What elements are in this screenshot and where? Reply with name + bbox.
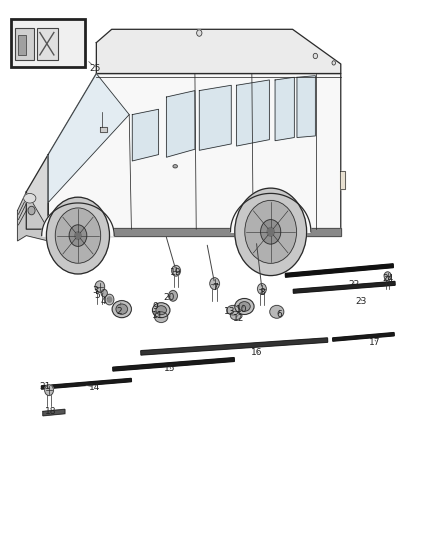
Text: 19: 19 <box>170 269 182 277</box>
Text: 17: 17 <box>369 338 380 346</box>
Polygon shape <box>141 338 328 355</box>
Ellipse shape <box>155 312 168 322</box>
Text: 20: 20 <box>163 293 174 302</box>
Polygon shape <box>230 193 311 232</box>
Ellipse shape <box>239 302 250 311</box>
Circle shape <box>107 297 112 302</box>
Text: 8: 8 <box>259 288 265 296</box>
Circle shape <box>28 206 35 215</box>
Polygon shape <box>285 264 393 277</box>
Polygon shape <box>333 333 394 341</box>
Ellipse shape <box>270 305 284 318</box>
Ellipse shape <box>152 303 170 318</box>
Circle shape <box>169 290 177 301</box>
Polygon shape <box>48 228 341 236</box>
Circle shape <box>210 278 219 289</box>
Text: 18: 18 <box>45 407 56 416</box>
Text: 4: 4 <box>100 297 106 305</box>
Circle shape <box>197 30 202 36</box>
Text: 6: 6 <box>276 310 283 319</box>
Polygon shape <box>237 80 269 146</box>
Circle shape <box>267 228 274 236</box>
Ellipse shape <box>112 301 131 318</box>
Circle shape <box>313 53 318 59</box>
Text: 9: 9 <box>152 302 159 311</box>
Text: 15: 15 <box>164 365 176 373</box>
Text: 3: 3 <box>92 286 99 295</box>
Circle shape <box>95 281 105 293</box>
Circle shape <box>172 265 180 276</box>
Circle shape <box>45 385 53 395</box>
Polygon shape <box>297 76 315 138</box>
Ellipse shape <box>116 304 127 314</box>
Polygon shape <box>199 85 231 150</box>
Circle shape <box>69 225 87 246</box>
FancyBboxPatch shape <box>15 28 34 60</box>
Circle shape <box>261 220 281 244</box>
Circle shape <box>101 289 107 297</box>
Text: 16: 16 <box>251 349 262 357</box>
Circle shape <box>235 188 307 276</box>
Polygon shape <box>26 155 48 229</box>
Polygon shape <box>340 171 345 189</box>
Ellipse shape <box>227 305 239 315</box>
Text: 14: 14 <box>88 383 100 392</box>
Polygon shape <box>18 192 48 241</box>
Polygon shape <box>113 358 234 371</box>
Ellipse shape <box>230 311 241 320</box>
Text: 24: 24 <box>382 274 393 282</box>
Circle shape <box>384 272 391 280</box>
Ellipse shape <box>235 298 254 314</box>
Circle shape <box>258 284 266 294</box>
Circle shape <box>245 200 297 263</box>
FancyBboxPatch shape <box>11 19 85 67</box>
Polygon shape <box>96 29 341 74</box>
Text: 2: 2 <box>117 308 122 316</box>
Ellipse shape <box>173 165 177 168</box>
Circle shape <box>105 294 114 305</box>
Text: 5: 5 <box>94 292 100 300</box>
Polygon shape <box>48 74 341 229</box>
FancyBboxPatch shape <box>37 28 58 60</box>
Text: 7: 7 <box>212 284 218 292</box>
Ellipse shape <box>156 306 166 314</box>
Ellipse shape <box>24 193 36 203</box>
FancyBboxPatch shape <box>18 35 26 55</box>
Polygon shape <box>48 74 129 203</box>
Text: 11: 11 <box>152 311 163 320</box>
Text: 13: 13 <box>224 308 236 316</box>
Polygon shape <box>100 127 107 132</box>
Circle shape <box>75 232 81 239</box>
Text: 25: 25 <box>90 64 101 72</box>
Circle shape <box>332 61 336 65</box>
Circle shape <box>46 197 110 274</box>
Polygon shape <box>166 91 195 157</box>
Polygon shape <box>275 77 294 141</box>
Circle shape <box>55 208 101 263</box>
Text: 10: 10 <box>236 305 247 313</box>
Text: 21: 21 <box>39 382 50 391</box>
Polygon shape <box>43 409 65 416</box>
Polygon shape <box>42 203 114 236</box>
Polygon shape <box>42 378 131 389</box>
Text: 22: 22 <box>348 280 360 288</box>
Text: 23: 23 <box>356 297 367 305</box>
Text: 12: 12 <box>233 314 244 322</box>
Polygon shape <box>132 109 159 161</box>
Polygon shape <box>293 281 395 293</box>
